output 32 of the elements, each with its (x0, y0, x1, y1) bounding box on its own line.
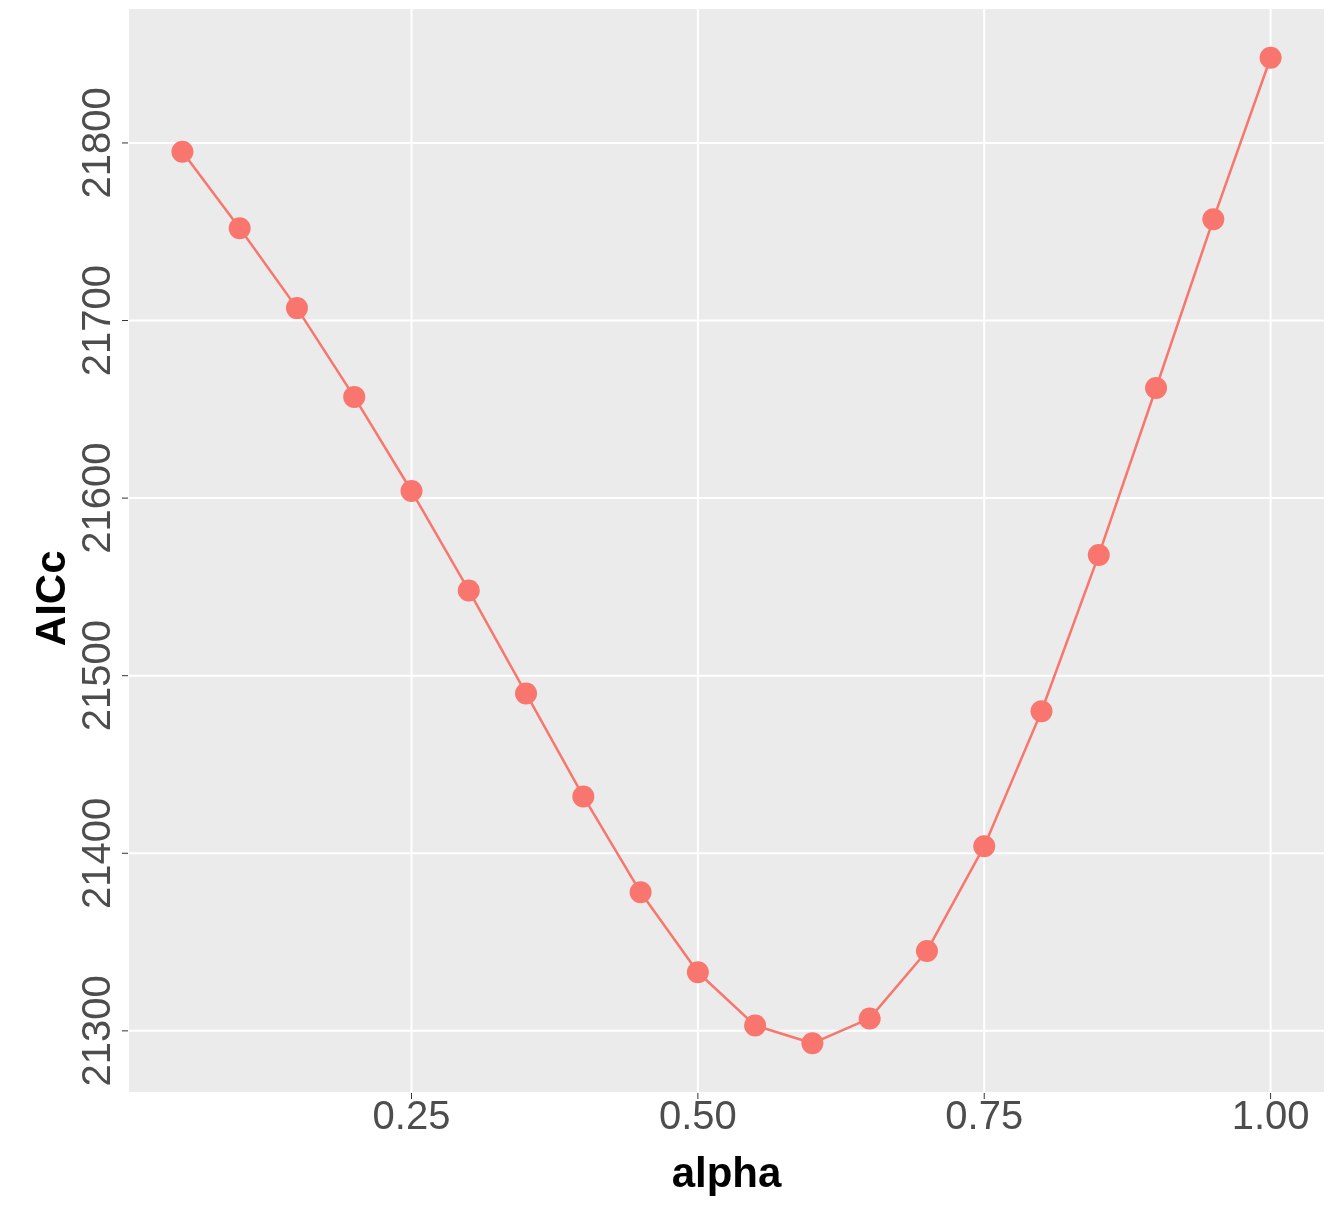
point (457, 579, 480, 602)
point (744, 1014, 767, 1037)
point (171, 140, 194, 163)
point (1202, 208, 1225, 231)
point (400, 480, 423, 503)
point (915, 939, 938, 962)
x-axis-title: alpha (671, 1149, 782, 1196)
point (973, 835, 996, 858)
point (1145, 377, 1168, 400)
y-tick-label: 21800 (74, 87, 118, 199)
point (1087, 543, 1110, 566)
y-tick-label: 21600 (74, 442, 118, 554)
x-tick-label: 1.00 (1231, 1093, 1310, 1138)
y-axis-title: AICc (26, 550, 74, 647)
point (1259, 46, 1282, 69)
y-tick-label: 21300 (74, 975, 118, 1087)
y-tick-label: 21400 (74, 797, 118, 909)
point (801, 1032, 824, 1055)
point (1030, 700, 1053, 723)
point (858, 1007, 881, 1030)
y-tick-label: 21700 (74, 264, 118, 377)
point (343, 385, 366, 408)
point (572, 785, 595, 808)
x-tick-label: 0.50 (658, 1093, 737, 1138)
point (629, 881, 652, 904)
point (686, 961, 709, 984)
point (228, 217, 251, 240)
point (285, 297, 308, 320)
point (515, 682, 538, 705)
y-tick-label: 21500 (74, 620, 118, 732)
x-tick-label: 0.25 (372, 1093, 451, 1138)
x-tick-label: 0.75 (945, 1093, 1024, 1138)
